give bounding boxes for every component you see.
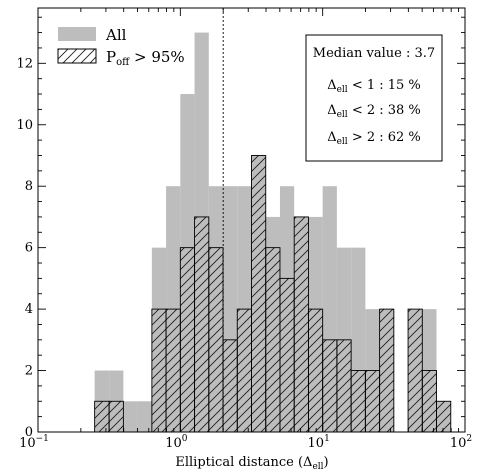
x-tick-label: 100	[165, 434, 188, 451]
bar-poff	[108, 400, 124, 433]
stats-line-3: Δell > 2 : 62 %	[327, 130, 421, 147]
axis-ticks	[37, 8, 466, 433]
x-tick-label: 10−1	[19, 434, 49, 451]
bar-poff	[179, 247, 196, 433]
bar-poff	[364, 370, 381, 433]
bar-poff	[350, 370, 366, 433]
bar-poff	[222, 339, 238, 433]
bar-poff	[94, 400, 110, 433]
x-tick-label: 101	[308, 434, 330, 451]
bar-poff	[379, 308, 395, 433]
stats-line-2: Δell < 2 : 38 %	[327, 103, 421, 120]
y-tick-label: 4	[25, 302, 33, 317]
series-poff-bars	[94, 155, 452, 433]
bar-poff	[336, 339, 352, 433]
y-tick-label: 6	[25, 241, 33, 256]
legend-swatch-all	[58, 27, 96, 41]
bar-poff	[208, 247, 224, 433]
bar-poff	[236, 308, 252, 433]
bar-poff	[279, 277, 295, 433]
bar-all	[137, 401, 152, 432]
bar-poff	[436, 400, 452, 433]
y-tick-label: 2	[25, 364, 33, 379]
y-tick-label: 0	[25, 425, 33, 440]
bar-poff	[307, 308, 324, 433]
bar-poff	[407, 308, 423, 433]
legend-label-poff: Poff > 95%	[106, 48, 185, 68]
bar-poff	[251, 155, 267, 433]
bar-all	[123, 401, 138, 432]
stats-median: Median value : 3.7	[313, 46, 435, 61]
bar-poff	[165, 308, 181, 433]
y-tick-label: 10	[16, 118, 33, 133]
tick-labels: 10−1 100 101 102 0 2 4 6 8 10 12	[16, 56, 472, 451]
bar-poff	[151, 308, 167, 433]
stats-box-frame	[305, 34, 443, 162]
bar-poff	[322, 339, 338, 433]
stats-line-1: Δell < 1 : 15 %	[327, 78, 421, 95]
y-tick-label: 12	[16, 56, 33, 71]
x-axis-label: Elliptical distance (Δell)	[175, 455, 328, 472]
bar-poff	[293, 216, 309, 433]
legend-label-all: All	[105, 26, 127, 44]
plot-frame	[37, 7, 466, 433]
bar-poff	[194, 216, 210, 433]
legend: All Poff > 95%	[57, 26, 185, 68]
bar-poff	[265, 247, 281, 433]
x-tick-label: 102	[450, 434, 472, 451]
bar-poff	[421, 370, 437, 433]
legend-swatch-poff	[57, 48, 97, 64]
y-tick-label: 8	[25, 179, 33, 194]
stats-box: Median value : 3.7 Δell < 1 : 15 % Δell …	[305, 34, 443, 162]
